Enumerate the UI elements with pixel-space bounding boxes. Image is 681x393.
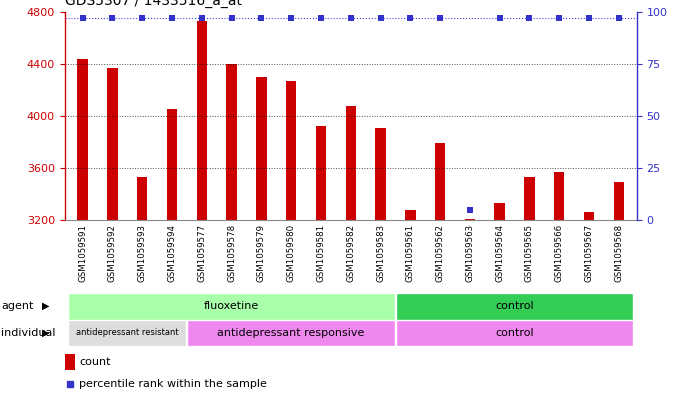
Text: GSM1059568: GSM1059568 — [614, 224, 623, 282]
Text: control: control — [495, 301, 534, 311]
Text: GSM1059594: GSM1059594 — [168, 224, 176, 282]
Bar — [396, 293, 633, 320]
Bar — [524, 177, 535, 220]
Bar — [226, 64, 237, 220]
Text: GSM1059581: GSM1059581 — [317, 224, 326, 282]
Bar — [107, 68, 118, 220]
Text: antidepressant resistant: antidepressant resistant — [76, 329, 178, 337]
Text: GSM1059578: GSM1059578 — [227, 224, 236, 282]
Text: GSM1059583: GSM1059583 — [376, 224, 385, 282]
Bar — [405, 210, 415, 220]
Text: percentile rank within the sample: percentile rank within the sample — [79, 379, 267, 389]
Bar — [167, 109, 177, 220]
Bar — [187, 320, 395, 346]
Bar — [375, 128, 385, 220]
Bar — [464, 219, 475, 220]
Text: GSM1059564: GSM1059564 — [495, 224, 504, 282]
Text: fluoxetine: fluoxetine — [204, 301, 259, 311]
Bar — [554, 172, 565, 220]
Text: GSM1059561: GSM1059561 — [406, 224, 415, 282]
Text: GSM1059567: GSM1059567 — [584, 224, 594, 282]
Bar — [78, 59, 88, 220]
Text: agent: agent — [1, 301, 34, 311]
Text: GSM1059591: GSM1059591 — [78, 224, 87, 282]
Text: antidepressant responsive: antidepressant responsive — [217, 328, 365, 338]
Bar — [65, 354, 75, 369]
Text: GSM1059565: GSM1059565 — [525, 224, 534, 282]
Bar — [256, 77, 266, 220]
Bar — [197, 21, 207, 220]
Bar — [137, 177, 147, 220]
Text: GSM1059577: GSM1059577 — [197, 224, 206, 282]
Text: GSM1059562: GSM1059562 — [436, 224, 445, 282]
Bar — [494, 203, 505, 220]
Text: ▶: ▶ — [42, 301, 50, 311]
Text: GDS5307 / 1433516_a_at: GDS5307 / 1433516_a_at — [65, 0, 242, 7]
Bar — [396, 320, 633, 346]
Text: GSM1059566: GSM1059566 — [555, 224, 564, 282]
Bar — [614, 182, 624, 220]
Bar — [68, 320, 186, 346]
Text: GSM1059593: GSM1059593 — [138, 224, 146, 282]
Text: individual: individual — [1, 328, 56, 338]
Text: GSM1059582: GSM1059582 — [346, 224, 355, 282]
Bar — [316, 127, 326, 220]
Text: ▶: ▶ — [42, 328, 50, 338]
Bar — [584, 212, 595, 220]
Text: count: count — [79, 357, 110, 367]
Bar — [345, 105, 356, 220]
Text: GSM1059579: GSM1059579 — [257, 224, 266, 282]
Text: GSM1059563: GSM1059563 — [465, 224, 475, 282]
Text: GSM1059592: GSM1059592 — [108, 224, 117, 282]
Bar — [286, 81, 296, 220]
Text: control: control — [495, 328, 534, 338]
Bar — [68, 293, 395, 320]
Bar — [435, 143, 445, 220]
Text: GSM1059580: GSM1059580 — [287, 224, 296, 282]
